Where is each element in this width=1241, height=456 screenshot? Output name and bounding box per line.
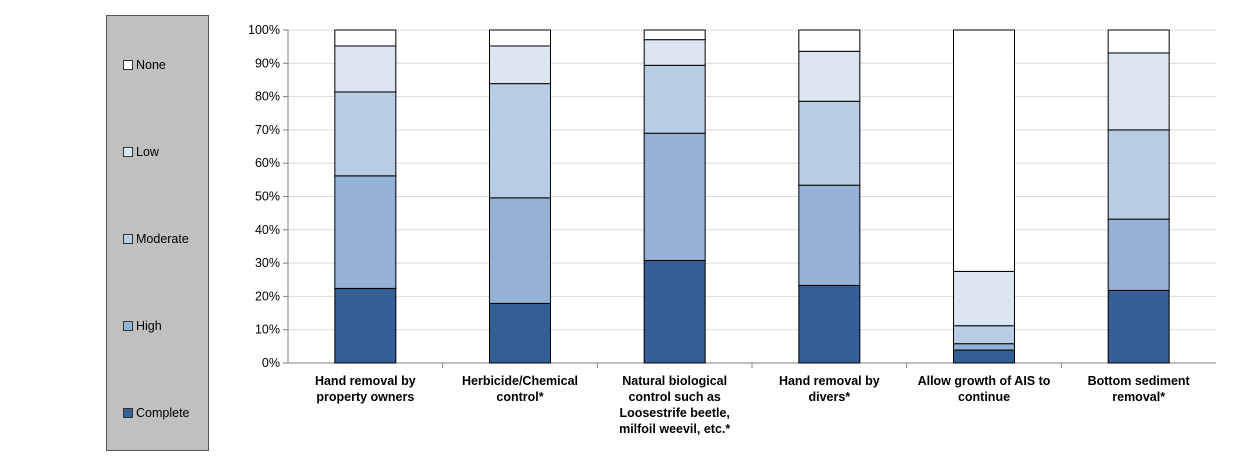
bar-moderate-4	[798, 100, 861, 186]
bar-moderate-1	[334, 91, 397, 177]
bar-low-2	[489, 45, 551, 85]
legend-item-moderate: Moderate	[123, 232, 189, 246]
legend-item-high: High	[123, 319, 162, 333]
bar-low-5	[953, 270, 1015, 327]
legend-label-high: High	[136, 319, 162, 333]
legend-swatch-low	[123, 147, 133, 157]
bar-high-6	[1107, 218, 1170, 291]
legend-label-low: Low	[136, 145, 159, 159]
y-tick-label: 50%	[255, 190, 280, 204]
y-tick-label: 10%	[255, 323, 280, 337]
legend-item-low: Low	[123, 145, 159, 159]
bar-none-6	[1107, 29, 1170, 54]
legend-swatch-none	[123, 60, 133, 70]
bar-high-4	[798, 184, 861, 286]
y-tick-label: 60%	[255, 156, 280, 170]
x-tick-label-1: Hand removal by property owners	[315, 374, 416, 404]
legend-item-none: None	[123, 58, 166, 72]
bar-moderate-5	[953, 325, 1015, 345]
x-tick-label-2: Herbicide/Chemical control*	[462, 374, 578, 404]
bar-complete-2	[489, 302, 551, 364]
bar-complete-6	[1107, 289, 1170, 364]
legend: None Low Moderate High Complete	[106, 15, 209, 451]
y-tick-label: 30%	[255, 256, 280, 270]
bar-high-5	[953, 343, 1015, 351]
y-tick-label: 70%	[255, 123, 280, 137]
legend-label-complete: Complete	[136, 406, 190, 420]
bar-none-5	[953, 29, 1015, 272]
legend-swatch-moderate	[123, 234, 133, 244]
y-tick-label: 100%	[248, 23, 280, 37]
y-tick-label: 0%	[262, 356, 280, 370]
bar-moderate-2	[489, 83, 551, 199]
y-tick-label: 20%	[255, 289, 280, 303]
bar-moderate-3	[643, 64, 706, 134]
x-tick-label-3: Natural biological control such as Loosest…	[619, 374, 730, 436]
bar-high-1	[334, 175, 397, 289]
bar-high-2	[489, 197, 551, 304]
y-tick-label: 90%	[255, 56, 280, 70]
bar-high-3	[643, 132, 706, 261]
bar-complete-4	[798, 284, 861, 364]
bar-low-4	[798, 50, 861, 102]
bar-low-3	[643, 39, 706, 66]
bar-low-1	[334, 45, 397, 93]
bar-none-4	[798, 29, 861, 52]
legend-swatch-high	[123, 321, 133, 331]
legend-swatch-complete	[123, 408, 133, 418]
x-tick-label-5: Allow growth of AIS to continue	[918, 374, 1051, 404]
legend-item-complete: Complete	[123, 406, 190, 420]
bar-complete-3	[643, 259, 706, 364]
y-tick-label: 40%	[255, 223, 280, 237]
bar-low-6	[1107, 52, 1170, 131]
x-tick-label-4: Hand removal by divers*	[779, 374, 880, 404]
bar-complete-5	[953, 349, 1015, 364]
bar-none-3	[643, 29, 706, 41]
bar-none-1	[334, 29, 397, 47]
bar-complete-1	[334, 287, 397, 364]
legend-label-moderate: Moderate	[136, 232, 189, 246]
legend-label-none: None	[136, 58, 166, 72]
bar-none-2	[489, 29, 551, 47]
y-tick-label: 80%	[255, 90, 280, 104]
bar-moderate-6	[1107, 129, 1170, 220]
x-tick-label-6: Bottom sediment removal*	[1088, 374, 1191, 404]
